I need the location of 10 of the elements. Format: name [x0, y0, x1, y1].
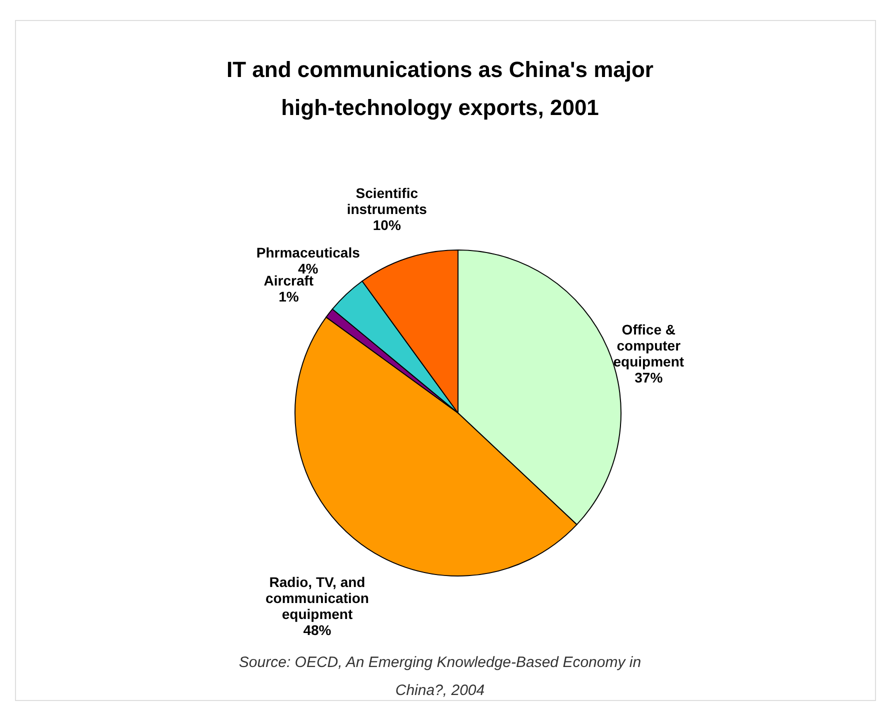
data-label: 1%: [278, 288, 300, 305]
data-label: 10%: [372, 217, 402, 234]
data-label: 37%: [634, 370, 664, 386]
chart-title: IT and communications as China's major high-technology exports, 2001: [226, 57, 654, 120]
data-label: 48%: [303, 622, 332, 638]
slice-label: Office & computer equipment: [613, 322, 684, 370]
slice-label: Scientific instruments: [346, 185, 428, 218]
source-note: Source: OECD, An Emerging Knowledge-Based Economy in China?, 2004: [238, 654, 642, 699]
slice-label: Phrmaceuticals: [256, 244, 360, 260]
slice-label: Radio, TV, and communication equipment: [266, 574, 369, 622]
